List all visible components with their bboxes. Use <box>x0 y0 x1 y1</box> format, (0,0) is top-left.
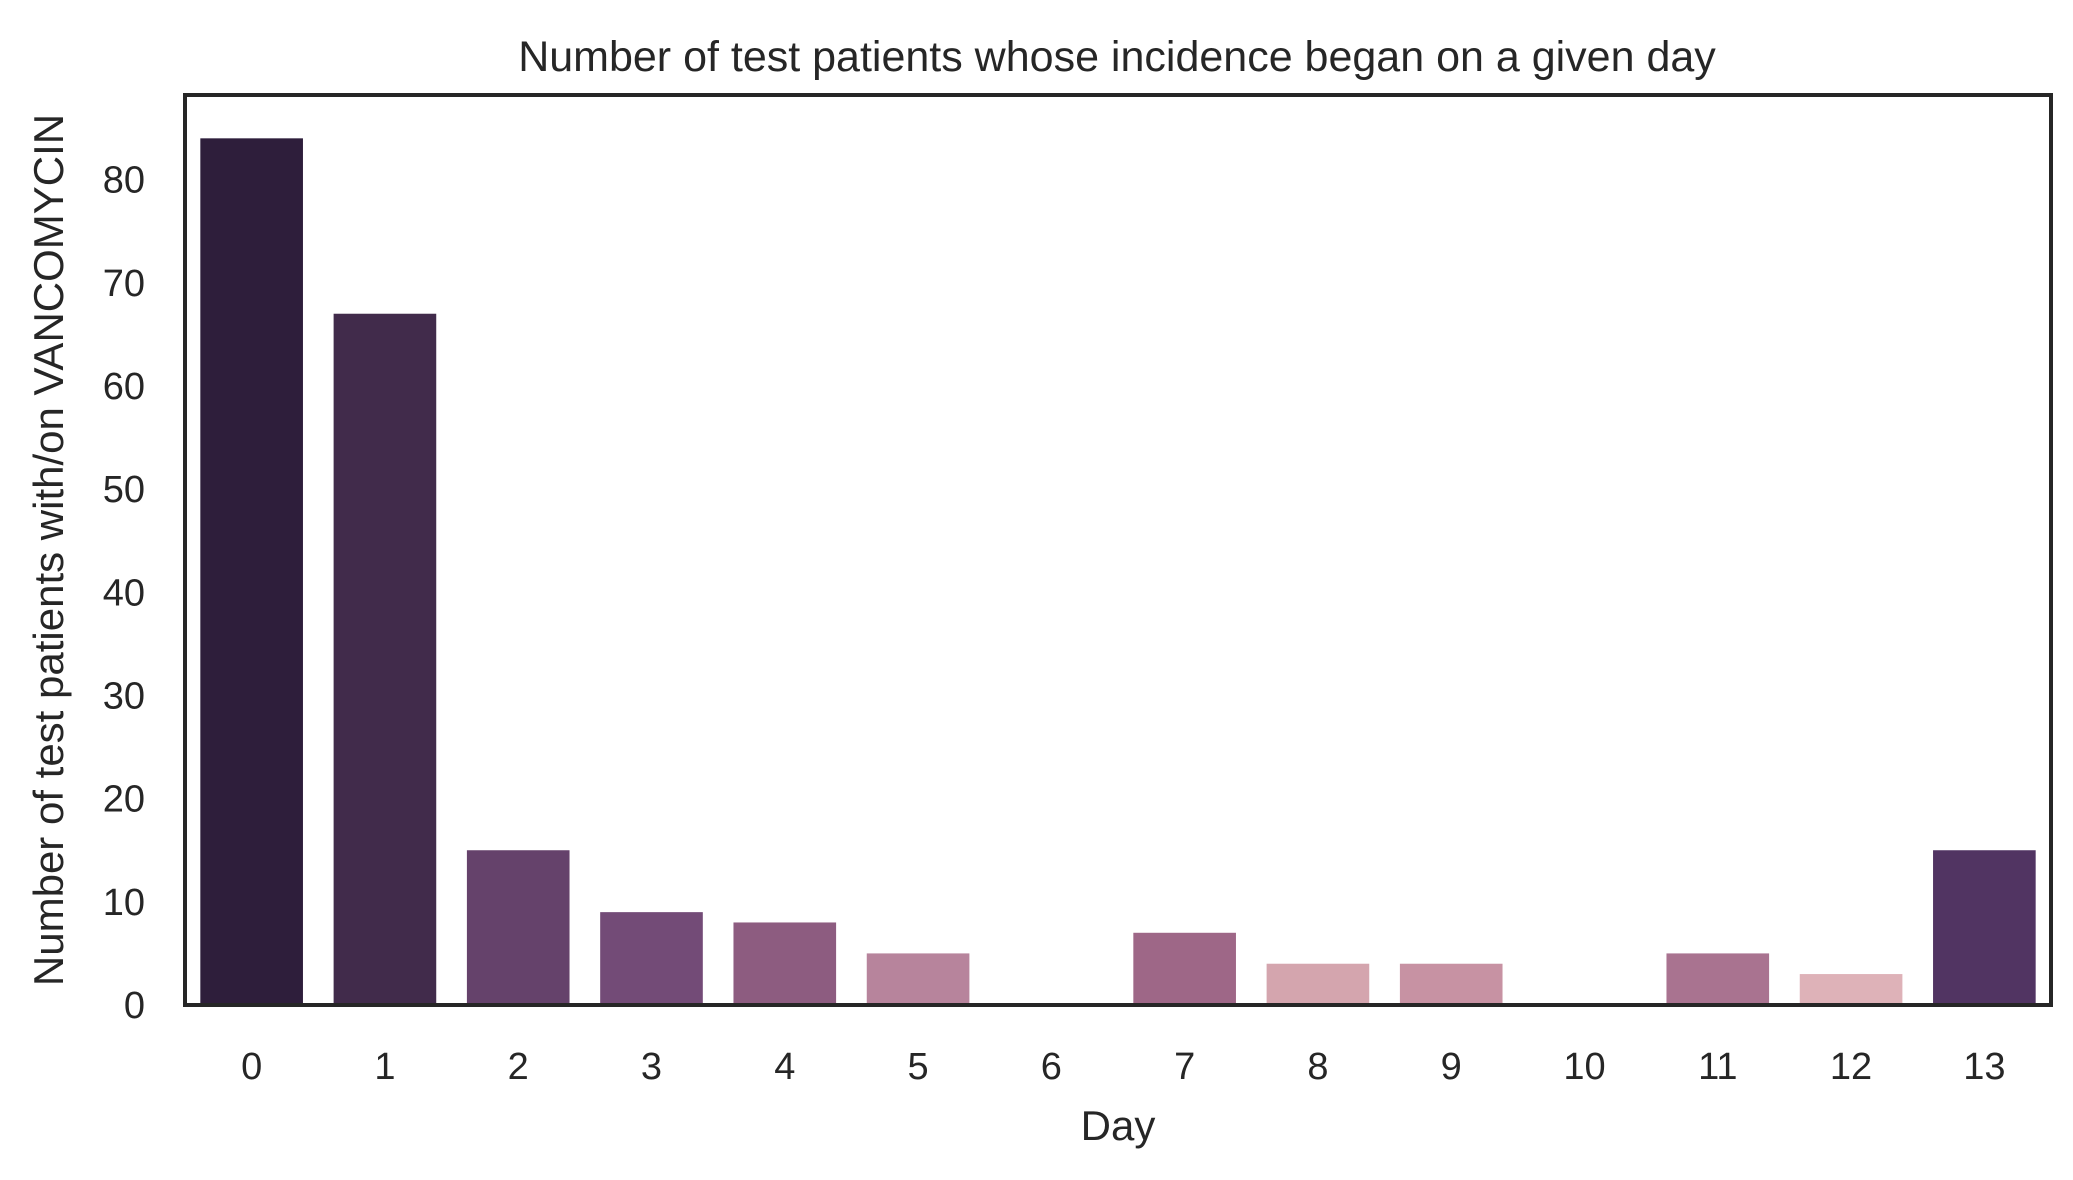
bar-day-13 <box>1933 850 2036 1005</box>
x-tick-label: 13 <box>1963 1046 2005 1088</box>
x-tick-label: 6 <box>1041 1046 1062 1088</box>
bar-day-2 <box>466 850 570 1005</box>
y-tick-label: 30 <box>103 675 145 717</box>
x-axis-label: Day <box>1081 1102 1156 1149</box>
bar-day-7 <box>1133 932 1236 1005</box>
bar-day-12 <box>1799 974 1903 1005</box>
plot-frame <box>183 93 2053 1007</box>
y-axis-label: Number of test patients with/on VANCOMYC… <box>25 114 72 986</box>
y-tick-label: 80 <box>103 160 145 202</box>
bar-day-3 <box>600 912 703 1005</box>
bar-day-11 <box>1666 953 1770 1005</box>
x-tick-label: 12 <box>1830 1046 1872 1088</box>
y-tick-label: 70 <box>103 263 145 305</box>
x-tick-label: 4 <box>774 1046 795 1088</box>
y-tick-label: 40 <box>103 572 145 614</box>
y-tick-label: 0 <box>124 985 145 1027</box>
bar-day-1 <box>333 313 437 1006</box>
x-tick-label: 8 <box>1307 1046 1328 1088</box>
y-tick-label: 50 <box>103 469 145 511</box>
y-axis-ticks: 0 10 20 30 40 50 60 70 80 <box>103 160 145 1027</box>
bar-day-4 <box>733 922 837 1005</box>
bar-day-5 <box>866 953 970 1005</box>
y-tick-label: 20 <box>103 779 145 821</box>
bar-day-0 <box>200 138 303 1005</box>
x-tick-label: 7 <box>1174 1046 1195 1088</box>
x-axis-ticks: 0 1 2 3 4 5 6 7 8 9 10 11 12 13 <box>241 1046 2005 1088</box>
x-tick-label: 9 <box>1441 1046 1462 1088</box>
x-tick-label: 10 <box>1563 1046 1605 1088</box>
x-tick-label: 11 <box>1698 1046 1737 1088</box>
bar-day-9 <box>1399 963 1503 1005</box>
x-tick-label: 0 <box>241 1046 262 1088</box>
x-tick-label: 5 <box>907 1046 928 1088</box>
chart-title: Number of test patients whose incidence … <box>518 33 1716 81</box>
bars-layer <box>200 138 2036 1006</box>
x-tick-label: 1 <box>374 1046 395 1088</box>
y-tick-label: 10 <box>103 882 145 924</box>
y-tick-label: 60 <box>103 366 145 408</box>
bar-day-8 <box>1266 963 1370 1005</box>
x-tick-label: 3 <box>641 1046 662 1088</box>
x-tick-label: 2 <box>508 1046 529 1088</box>
